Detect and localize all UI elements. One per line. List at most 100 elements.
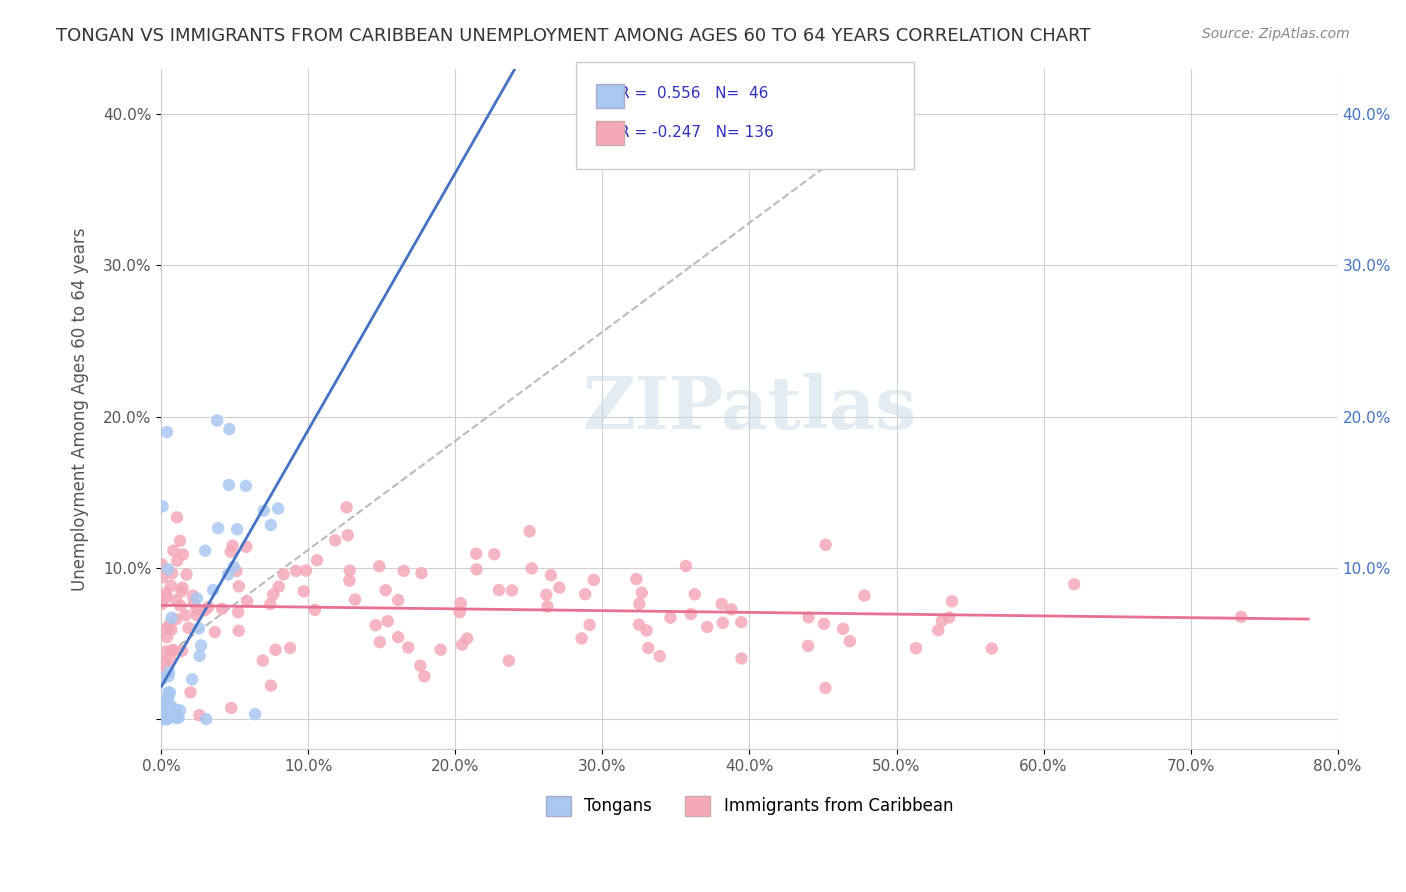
Point bbox=[170, 584, 193, 599]
Point bbox=[387, 630, 409, 644]
Text: ZIPatlas: ZIPatlas bbox=[582, 374, 917, 444]
Point bbox=[150, 558, 173, 572]
Point bbox=[626, 572, 648, 586]
Point bbox=[150, 712, 173, 726]
Point bbox=[648, 649, 671, 664]
Point bbox=[160, 611, 183, 625]
Point bbox=[177, 621, 200, 635]
Point bbox=[179, 685, 201, 699]
Point bbox=[217, 567, 239, 582]
Point bbox=[156, 630, 179, 644]
Point bbox=[156, 590, 179, 604]
Point bbox=[174, 608, 197, 623]
Point bbox=[194, 603, 217, 617]
Point bbox=[218, 422, 240, 436]
Point bbox=[157, 618, 180, 632]
Point bbox=[153, 712, 176, 726]
Point bbox=[411, 566, 433, 581]
Point bbox=[194, 543, 217, 558]
Point bbox=[720, 602, 742, 616]
Point bbox=[262, 587, 284, 601]
Point bbox=[202, 582, 225, 597]
Point bbox=[501, 583, 523, 598]
Point bbox=[273, 567, 295, 582]
Point bbox=[814, 538, 837, 552]
Point bbox=[228, 579, 250, 593]
Point bbox=[195, 712, 218, 726]
Point bbox=[323, 533, 346, 548]
Point bbox=[188, 708, 211, 723]
Point bbox=[197, 600, 219, 615]
Point bbox=[260, 679, 283, 693]
Point bbox=[344, 592, 367, 607]
Point bbox=[186, 608, 208, 623]
Point bbox=[218, 478, 240, 492]
Point bbox=[169, 703, 191, 717]
Point bbox=[153, 656, 176, 670]
Text: Source: ZipAtlas.com: Source: ZipAtlas.com bbox=[1202, 27, 1350, 41]
Point bbox=[582, 573, 605, 587]
Point bbox=[339, 574, 361, 588]
Point bbox=[630, 585, 652, 599]
Point bbox=[157, 691, 180, 706]
Point bbox=[540, 568, 562, 582]
Point bbox=[259, 597, 281, 611]
Point bbox=[186, 602, 208, 616]
Point bbox=[253, 504, 276, 518]
Point bbox=[152, 672, 174, 686]
Point bbox=[465, 562, 488, 576]
Point bbox=[336, 528, 359, 542]
Point bbox=[450, 596, 472, 610]
Point bbox=[519, 524, 541, 539]
Point bbox=[166, 510, 188, 524]
Legend: Tongans, Immigrants from Caribbean: Tongans, Immigrants from Caribbean bbox=[538, 789, 960, 822]
Point bbox=[285, 564, 308, 578]
Point bbox=[571, 632, 593, 646]
Point bbox=[152, 570, 174, 584]
Point bbox=[243, 707, 266, 722]
Point bbox=[730, 615, 752, 629]
Point bbox=[152, 500, 174, 514]
Point bbox=[548, 581, 571, 595]
Point bbox=[295, 564, 318, 578]
Point bbox=[176, 567, 198, 582]
Point bbox=[170, 644, 193, 658]
Point bbox=[465, 547, 488, 561]
Point bbox=[157, 685, 180, 699]
Point bbox=[260, 518, 283, 533]
Point bbox=[236, 594, 259, 608]
Point bbox=[941, 594, 963, 608]
Point bbox=[797, 610, 820, 624]
Point bbox=[484, 547, 506, 561]
Point bbox=[159, 653, 181, 667]
Point bbox=[413, 669, 436, 683]
Point bbox=[155, 644, 177, 658]
Point bbox=[536, 599, 558, 614]
Point bbox=[675, 559, 697, 574]
Point bbox=[498, 654, 520, 668]
Point bbox=[155, 586, 177, 600]
Point bbox=[159, 698, 181, 713]
Point bbox=[155, 712, 177, 726]
Point bbox=[165, 702, 187, 716]
Point bbox=[152, 708, 174, 723]
Point bbox=[152, 712, 174, 726]
Point bbox=[172, 581, 194, 595]
Point bbox=[188, 621, 211, 635]
Point bbox=[292, 584, 315, 599]
Point bbox=[374, 583, 396, 598]
Point bbox=[304, 603, 326, 617]
Point bbox=[165, 612, 187, 626]
Y-axis label: Unemployment Among Ages 60 to 64 years: Unemployment Among Ages 60 to 64 years bbox=[72, 227, 89, 591]
Point bbox=[150, 698, 173, 713]
Point bbox=[150, 699, 173, 714]
Point bbox=[181, 673, 204, 687]
Point bbox=[396, 640, 419, 655]
Point bbox=[222, 559, 245, 574]
Point bbox=[813, 616, 835, 631]
Point bbox=[429, 642, 451, 657]
Point bbox=[162, 643, 184, 657]
Point bbox=[853, 589, 876, 603]
Point bbox=[235, 479, 257, 493]
Point bbox=[160, 566, 183, 581]
